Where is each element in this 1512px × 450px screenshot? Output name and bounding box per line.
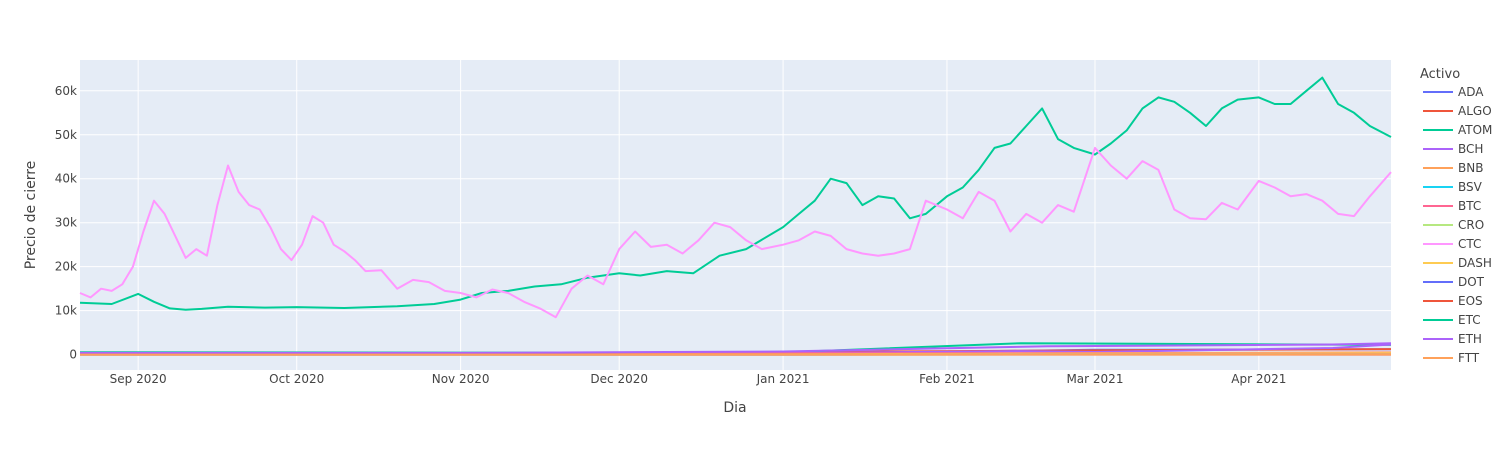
y-tick-label: 10k [55, 304, 77, 318]
plot-area-background [80, 60, 1391, 370]
legend-item-ada[interactable]: ADA [1458, 85, 1484, 99]
x-axis-title: Dia [723, 400, 746, 416]
x-tick-label: Dec 2020 [590, 372, 648, 386]
grid-lines [80, 60, 1391, 370]
x-tick-label: Apr 2021 [1231, 372, 1286, 386]
legend-item-ctc[interactable]: CTC [1458, 237, 1481, 251]
x-axis-ticks: Sep 2020 Oct 2020 Nov 2020 Dec 2020 Jan 2021… [110, 372, 1287, 386]
legend-item-bnb[interactable]: BNB [1458, 161, 1483, 175]
y-tick-label: 40k [55, 172, 77, 186]
legend-item-etc[interactable]: ETC [1458, 313, 1481, 327]
legend-item-btc[interactable]: BTC [1458, 199, 1481, 213]
legend-item-cro[interactable]: CRO [1458, 218, 1484, 232]
y-tick-label: 60k [55, 84, 77, 98]
legend: Activo ADA ALGO ATOM BCH BNB BSV BTC CRO CTC DASH… [1420, 67, 1492, 365]
x-tick-label: Jan 2021 [756, 372, 810, 386]
x-tick-label: Mar 2021 [1066, 372, 1123, 386]
series-line-etc [79, 76, 1392, 311]
legend-item-eos[interactable]: EOS [1458, 294, 1483, 308]
legend-item-dash[interactable]: DASH [1458, 256, 1492, 270]
y-tick-label: 50k [55, 128, 77, 142]
series-line-eth [80, 342, 1392, 354]
y-tick-label: 30k [55, 216, 77, 230]
x-tick-label: Feb 2021 [919, 372, 975, 386]
series-line-ctc [79, 146, 1392, 319]
legend-item-ftt[interactable]: FTT [1458, 351, 1480, 365]
legend-item-eth[interactable]: ETH [1458, 332, 1482, 346]
legend-item-algo[interactable]: ALGO [1458, 104, 1492, 118]
y-tick-label: 20k [55, 260, 77, 274]
y-tick-label: 0 [69, 348, 77, 362]
legend-item-dot[interactable]: DOT [1458, 275, 1485, 289]
y-axis-title: Precio de cierre [23, 161, 39, 270]
legend-item-bch[interactable]: BCH [1458, 142, 1483, 156]
legend-title: Activo [1420, 67, 1460, 82]
x-tick-label: Oct 2020 [269, 372, 324, 386]
legend-item-atom[interactable]: ATOM [1458, 123, 1492, 137]
y-axis-ticks: 0 10k 20k 30k 40k 50k 60k [55, 84, 77, 362]
legend-item-bsv[interactable]: BSV [1458, 180, 1483, 194]
x-tick-label: Nov 2020 [432, 372, 490, 386]
x-tick-label: Sep 2020 [110, 372, 167, 386]
series-lines [79, 76, 1392, 356]
